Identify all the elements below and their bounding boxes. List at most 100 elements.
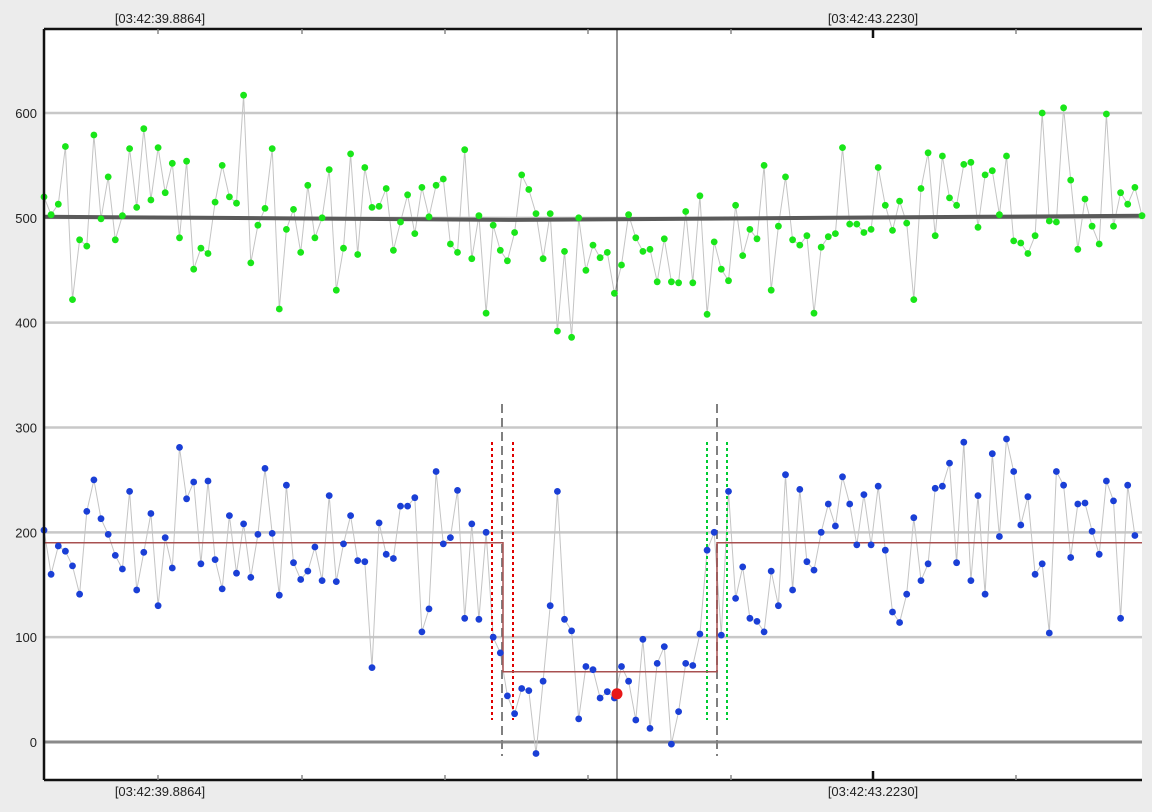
series-1-point (504, 692, 511, 700)
series-1-point (147, 510, 155, 517)
series-0-point (568, 333, 575, 341)
series-1-point (154, 602, 162, 610)
series-1-point (468, 520, 476, 528)
series-1-point (240, 520, 248, 528)
series-0-point (1103, 110, 1110, 118)
series-1-point (1010, 468, 1018, 475)
series-0-point (425, 213, 433, 221)
series-1-point (967, 577, 975, 584)
series-0-point (168, 159, 176, 167)
series-0-point (62, 143, 69, 150)
series-0-point (660, 235, 668, 243)
series-1-point (1067, 554, 1075, 561)
series-1-point (432, 468, 440, 475)
series-0-point (789, 236, 796, 244)
series-1-point (767, 567, 775, 575)
series-0-point (104, 173, 112, 181)
series-1-point (582, 663, 590, 670)
series-0-point (1117, 189, 1124, 197)
series-1-point (54, 542, 62, 550)
series-1-point (211, 556, 219, 563)
series-1-point (1117, 614, 1124, 622)
series-1-point (689, 662, 697, 669)
series-0-point (439, 175, 447, 183)
series-0-point (504, 257, 511, 265)
series-0-point (375, 202, 383, 210)
series-1-point (119, 565, 126, 573)
series-1-point (1017, 521, 1025, 529)
series-1-point (283, 481, 290, 489)
series-1-point (261, 465, 269, 472)
series-1-point (568, 627, 575, 635)
series-1-point (332, 578, 340, 585)
series-1-point (539, 677, 547, 685)
series-0-point (967, 158, 975, 166)
overlay-lines (43, 29, 1143, 780)
series-0-point (468, 255, 476, 263)
series-0-point (204, 250, 212, 257)
series-1-point (197, 560, 205, 568)
series-0-point (190, 265, 198, 273)
series-1-point (917, 577, 925, 584)
series-0-point (454, 249, 461, 256)
series-1-point (639, 635, 647, 643)
series-1-point (1031, 570, 1039, 578)
series-1-point (660, 643, 668, 650)
series-1-point (382, 550, 390, 558)
series-0-point (1053, 218, 1060, 226)
series-1-point (853, 541, 861, 549)
series-1-point (675, 708, 682, 715)
series-1-point (475, 615, 483, 623)
series-0-point (546, 210, 554, 218)
series-1-point (896, 619, 903, 626)
series-1-point (1095, 550, 1103, 558)
series-1-point (247, 574, 255, 581)
series-0-point (511, 229, 518, 236)
series-0-point (625, 211, 632, 219)
series-1-point (1045, 629, 1053, 637)
series-0-point (846, 220, 854, 228)
series-1-point (425, 605, 433, 613)
series-0-point (47, 211, 55, 219)
plot-frame (42, 27, 1142, 782)
series-1-point (860, 491, 868, 498)
series-1-point (817, 528, 825, 536)
series-0-point (475, 212, 483, 220)
series-0-point (853, 220, 861, 228)
series-0-point (860, 229, 868, 236)
series-1-point (561, 615, 568, 623)
series-1-point (924, 560, 932, 568)
series-0-point (689, 279, 697, 287)
series-0-point (646, 245, 654, 253)
series-1-point (304, 567, 312, 575)
series-1-point (404, 502, 411, 510)
series-0-point (304, 181, 312, 189)
series-0-point (176, 234, 183, 242)
series-1-point (190, 478, 198, 486)
series-1-point (910, 514, 918, 522)
trend-line (43, 213, 1143, 222)
series-0-point (76, 236, 83, 244)
series-0-point (775, 222, 782, 230)
series-1-point (183, 495, 191, 503)
series-1-point (268, 530, 276, 537)
series-0-point (496, 246, 504, 254)
series-1-point (254, 531, 262, 538)
series-0-point (603, 249, 611, 256)
series-1-point (703, 546, 711, 554)
series-1-point (789, 586, 796, 594)
series-0-point (140, 125, 148, 133)
series-1-point (447, 534, 454, 541)
series-1-point (867, 541, 875, 549)
series-1-point (411, 494, 419, 502)
series-0-point (896, 197, 903, 205)
series-1-point (618, 663, 625, 670)
series-1-point (368, 664, 376, 671)
series-1-point (603, 688, 611, 696)
series-1-point (176, 444, 183, 451)
series-0-point (803, 232, 811, 240)
series-1-point (732, 595, 739, 602)
series-0-point (311, 234, 319, 242)
series-0-point (1045, 217, 1053, 225)
